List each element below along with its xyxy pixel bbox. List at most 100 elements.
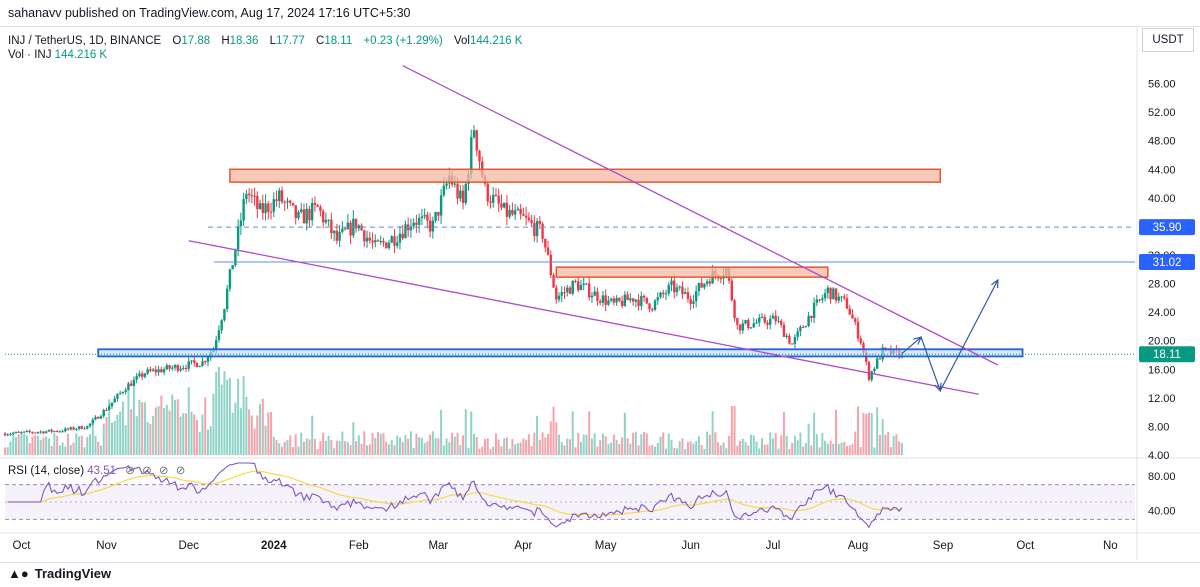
- candle-body: [72, 427, 75, 430]
- volume-bar: [143, 402, 146, 455]
- volume-bar: [245, 396, 248, 455]
- volume-bar: [204, 397, 207, 455]
- volume-bar: [448, 442, 451, 455]
- volume-bar: [569, 439, 571, 455]
- volume-bar: [83, 447, 86, 455]
- candle-body: [505, 202, 509, 217]
- volume-bar: [127, 382, 130, 455]
- rsi-settings-icons[interactable]: ⊘ ⊘ ⊘ ⊘: [125, 465, 188, 477]
- volume-bar: [141, 402, 144, 455]
- candle-body: [6, 434, 9, 436]
- candle-body: [640, 295, 643, 307]
- candle-body: [612, 298, 616, 303]
- candle-body: [47, 429, 51, 432]
- volume-bar: [234, 402, 237, 455]
- candle-body: [321, 211, 325, 223]
- volume-bar: [182, 413, 185, 455]
- volume-bar: [626, 438, 629, 455]
- candle-body: [851, 314, 854, 319]
- candle-body: [692, 301, 695, 304]
- candle-body: [683, 292, 687, 295]
- volume-bar: [259, 404, 262, 455]
- x-tick-label: Oct: [1016, 540, 1035, 552]
- volume-bar: [552, 406, 555, 455]
- candle-body: [88, 423, 92, 426]
- volume-bar: [774, 433, 777, 455]
- volume-bar: [873, 447, 876, 455]
- candle-body: [236, 226, 240, 250]
- volume-bar: [50, 445, 53, 455]
- volume-bar: [28, 443, 31, 455]
- projection-arrowhead: [991, 278, 999, 289]
- candle-body: [105, 409, 108, 411]
- candle-body: [300, 209, 303, 212]
- volume-bar: [338, 441, 341, 455]
- volume-bar: [195, 420, 198, 455]
- volume-bar: [291, 447, 294, 455]
- volume-bar: [771, 438, 774, 455]
- close-label: C: [316, 35, 325, 47]
- volume-bar: [895, 434, 898, 455]
- candle-body: [214, 339, 218, 349]
- candle-body: [401, 233, 404, 239]
- chart-frame[interactable]: [0, 26, 1200, 563]
- volume-bar: [722, 442, 725, 455]
- candle-body: [878, 358, 882, 360]
- volume-bar: [6, 447, 9, 455]
- volume-bar: [335, 440, 338, 455]
- candle-body: [151, 369, 155, 371]
- candle-body: [261, 203, 265, 214]
- volume-bar: [538, 440, 541, 455]
- volume-bar: [349, 445, 352, 455]
- candle-body: [338, 231, 341, 241]
- candle-body: [31, 432, 34, 434]
- candle-body: [582, 283, 585, 285]
- candle-body: [121, 392, 125, 394]
- volume-bar: [437, 438, 440, 455]
- candle-body: [771, 315, 775, 319]
- candle-body: [884, 347, 887, 349]
- volume-bar: [898, 441, 901, 455]
- candle-body: [777, 320, 780, 322]
- candle-body: [478, 150, 481, 162]
- candle-body: [371, 240, 374, 243]
- currency-button[interactable]: USDT: [1142, 28, 1194, 52]
- candle-body: [826, 287, 830, 294]
- volume-bar: [736, 445, 739, 455]
- volume-bar: [750, 434, 753, 455]
- x-tick-label: Nov: [96, 540, 117, 552]
- volume-bar: [220, 384, 223, 455]
- candle-body: [415, 222, 418, 225]
- candle-body: [673, 280, 676, 293]
- candle-body: [552, 275, 555, 288]
- volume-bar: [579, 441, 582, 455]
- candle-body: [269, 211, 273, 213]
- candle-body: [596, 291, 599, 301]
- volume-bar: [78, 436, 81, 455]
- volume-bar: [486, 438, 489, 455]
- candle-body: [278, 190, 281, 202]
- volume-bar: [741, 438, 744, 455]
- volume-bar: [401, 442, 404, 455]
- candle-body: [146, 369, 149, 374]
- candle-body: [848, 308, 851, 315]
- volume-bar: [659, 436, 662, 455]
- candle-body: [829, 287, 832, 300]
- volume-bar: [300, 432, 303, 455]
- candle-body: [113, 398, 116, 403]
- volume-bar: [700, 444, 703, 455]
- y-tick-label: 12.00: [1148, 393, 1176, 405]
- volume-bar: [706, 431, 709, 455]
- candle-body: [393, 236, 396, 246]
- tradingview-footer[interactable]: ▲● TradingView: [8, 566, 111, 581]
- volume-bar: [267, 412, 270, 455]
- candle-body: [91, 419, 94, 424]
- volume-bar: [645, 433, 648, 455]
- volume-bar: [14, 437, 17, 455]
- volume-bar: [64, 446, 67, 455]
- volume-bar: [900, 443, 903, 455]
- candle-body: [220, 320, 223, 331]
- volume-bar: [198, 431, 201, 455]
- volume-bar: [807, 423, 810, 455]
- rsi-legend-value: 43.51: [87, 465, 117, 477]
